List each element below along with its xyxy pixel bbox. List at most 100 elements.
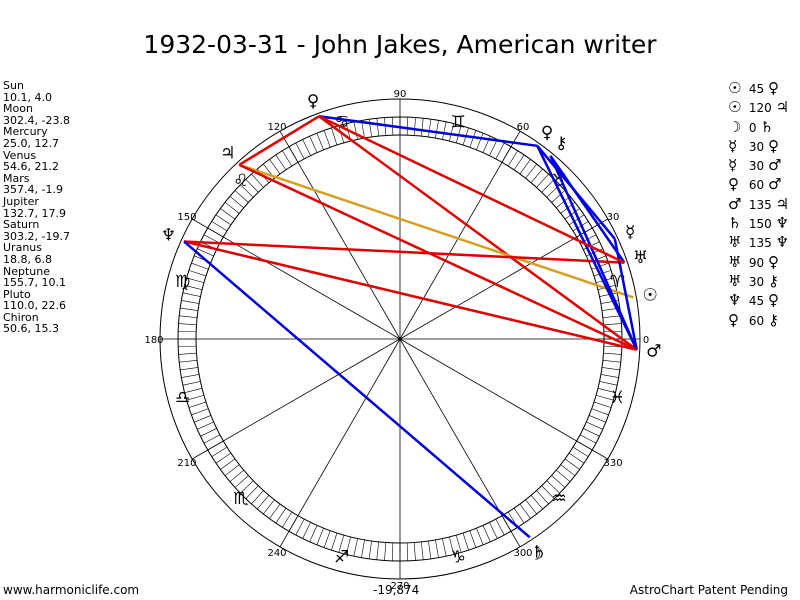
footer-website: www.harmoniclife.com (3, 583, 140, 597)
degree-tick (579, 434, 597, 444)
degree-tick (593, 401, 612, 408)
planet-coords: 25.0, 12.7 (3, 136, 59, 150)
planet-glyph: ♀ (307, 91, 319, 111)
aspect-body-glyph: ♅ (728, 233, 742, 252)
aspect-body-glyph: ♀ (767, 79, 779, 97)
degree-tick (181, 374, 200, 378)
degree-tick (428, 540, 432, 559)
degree-tick (220, 458, 236, 470)
degree-tick (234, 475, 249, 488)
planet-coords: 50.6, 15.3 (3, 322, 59, 336)
planet-name: Venus (3, 148, 37, 162)
degree-tick (215, 452, 232, 464)
zodiac-glyph: ♍ (175, 272, 190, 292)
aspect-row: ☉ 45 ♀ (728, 79, 793, 98)
degree-tick (513, 154, 525, 171)
degree-tick (316, 133, 324, 150)
aspect-line (549, 155, 638, 351)
degree-tick (229, 469, 244, 482)
aspect-body-glyph: ♀ (767, 136, 779, 155)
degree-tick (245, 485, 259, 499)
degree-tick (251, 173, 264, 188)
degree-tick (525, 163, 537, 179)
degree-tick (525, 499, 537, 515)
degree-tick (309, 136, 318, 153)
degree-tick (309, 525, 318, 542)
degree-label: 300 (513, 548, 532, 559)
degree-tick (546, 480, 560, 494)
degree-tick (368, 119, 372, 138)
degree-tick (586, 421, 603, 430)
degree-tick (269, 503, 281, 519)
aspect-body-glyph: ⚷ (767, 310, 779, 329)
degree-tick (572, 446, 589, 457)
planet-name: Saturn (3, 218, 40, 232)
degree-tick (462, 532, 469, 551)
degree-tick (220, 208, 236, 220)
degree-tick (251, 490, 264, 505)
degree-tick (376, 541, 379, 560)
planet-glyph: ♃ (220, 143, 235, 163)
degree-tick (178, 323, 197, 326)
degree-tick (568, 214, 585, 226)
degree-tick (413, 542, 416, 561)
zodiac-glyph: ♏ (233, 489, 248, 509)
planet-glyph: ♀ (541, 123, 553, 143)
aspect-body-glyph: ♀ (728, 175, 739, 194)
aspect-body-glyph: ☿ (728, 136, 738, 155)
degree-label: 30 (607, 212, 620, 223)
aspect-body-glyph: ⚷ (767, 271, 779, 290)
degree-tick (181, 300, 200, 304)
degree-tick (182, 381, 201, 386)
degree-tick (184, 388, 203, 393)
degree-tick (188, 401, 207, 408)
aspect-body-glyph: ♆ (775, 233, 790, 252)
aspect-body-glyph: ☉ (728, 79, 742, 97)
degree-tick (323, 130, 331, 148)
aspect-row: ♆ 45 ♀ (728, 291, 793, 310)
degree-tick (591, 408, 609, 416)
degree-tick (602, 360, 621, 363)
degree-tick (186, 394, 204, 401)
degree-tick (331, 532, 338, 551)
zodiac-glyph: ♐ (334, 547, 349, 567)
degree-tick (482, 525, 491, 542)
degree-label: 150 (177, 212, 196, 223)
footer-credit: AstroChart Patent Pending (629, 583, 788, 597)
aspect-body-glyph: ♀ (767, 252, 779, 271)
aspect-body-glyph: ♂ (767, 156, 782, 175)
aspect-line (613, 238, 638, 350)
planet-position-list: Sun 10.1, 4.0 Moon 302.4, -23.8 Mercury … (3, 80, 70, 335)
planet-name: Neptune (3, 264, 51, 278)
aspect-body-glyph: ♀ (728, 310, 739, 329)
degree-tick (556, 196, 571, 209)
degree-tick (435, 539, 439, 558)
aspect-row: ♂ 135 ♃ (728, 195, 793, 214)
degree-tick (489, 139, 498, 156)
degree-tick (331, 127, 338, 146)
degree-label: 180 (144, 335, 163, 346)
aspect-row: ☉ 120 ♃ (728, 98, 793, 117)
degree-tick (596, 394, 614, 401)
chart-title: 1932-03-31 - John Jakes, American writer (143, 30, 657, 59)
planet-glyph: ☉ (642, 285, 657, 305)
aspect-angle: 60 (748, 178, 765, 193)
planet-coords: 10.1, 4.0 (3, 90, 52, 104)
planet-glyph: ♄ (531, 543, 546, 563)
degree-tick (191, 262, 209, 270)
degree-tick (495, 142, 505, 160)
planet-coords: 303.2, -19.7 (3, 229, 70, 243)
aspect-angle: 150 (748, 217, 772, 232)
planet-coords: 110.0, 22.6 (3, 299, 66, 313)
spoke-line (279, 338, 401, 548)
degree-tick (302, 522, 311, 539)
aspect-body-glyph: ☽ (728, 117, 742, 136)
planet-glyph: ♅ (633, 248, 648, 268)
planet-coords: 54.6, 21.2 (3, 160, 59, 174)
aspect-angle: 120 (748, 101, 772, 116)
degree-tick (489, 522, 498, 539)
spoke-line (191, 338, 401, 460)
zodiac-glyph: ♎ (175, 388, 190, 408)
aspect-line (318, 115, 625, 264)
degree-tick (568, 452, 585, 464)
